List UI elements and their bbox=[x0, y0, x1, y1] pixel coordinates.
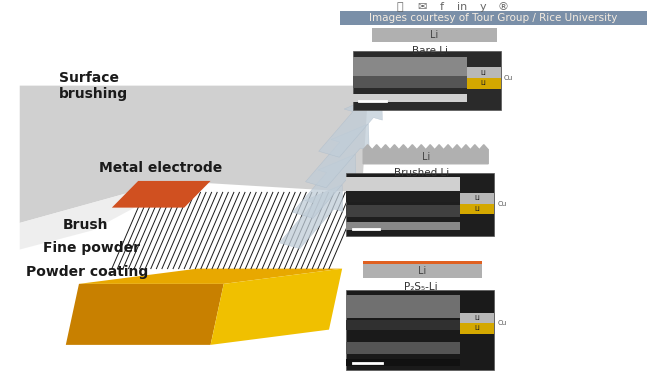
Text: Cu: Cu bbox=[497, 320, 507, 326]
Text: Li: Li bbox=[474, 206, 480, 211]
Text: Li: Li bbox=[422, 152, 430, 162]
Polygon shape bbox=[211, 268, 342, 345]
Bar bbox=[353, 57, 467, 78]
Bar bbox=[346, 320, 460, 330]
Bar bbox=[346, 359, 460, 366]
Text: Images courtesy of Tour Group / Rice University: Images courtesy of Tour Group / Rice Uni… bbox=[369, 13, 618, 23]
Text: Metal electrode: Metal electrode bbox=[99, 160, 222, 175]
Text: Powder coating: Powder coating bbox=[26, 265, 149, 280]
FancyBboxPatch shape bbox=[340, 11, 647, 25]
Bar bbox=[363, 261, 482, 264]
Text: f: f bbox=[440, 2, 444, 12]
Bar bbox=[346, 223, 460, 230]
Text: P₂S₅-Li: P₂S₅-Li bbox=[403, 282, 438, 292]
Polygon shape bbox=[66, 284, 224, 345]
Text: Li: Li bbox=[418, 266, 426, 276]
Text: Cu: Cu bbox=[497, 201, 507, 206]
Text: Li: Li bbox=[474, 326, 480, 331]
Bar bbox=[346, 290, 494, 370]
Polygon shape bbox=[79, 268, 342, 284]
Polygon shape bbox=[279, 185, 343, 249]
Polygon shape bbox=[363, 145, 488, 164]
Bar bbox=[346, 205, 460, 217]
Text: Brushed Li: Brushed Li bbox=[394, 168, 449, 178]
Bar bbox=[346, 295, 460, 318]
Text: in: in bbox=[457, 2, 468, 12]
Polygon shape bbox=[318, 93, 382, 157]
Text: ✉: ✉ bbox=[417, 2, 426, 12]
Bar bbox=[346, 342, 460, 354]
Polygon shape bbox=[305, 124, 369, 188]
Bar bbox=[353, 76, 467, 88]
Bar bbox=[460, 203, 494, 214]
Polygon shape bbox=[20, 86, 368, 223]
Bar bbox=[460, 313, 494, 323]
Bar bbox=[460, 193, 494, 203]
Text: Li: Li bbox=[474, 315, 480, 321]
Text: y: y bbox=[480, 2, 486, 12]
Bar bbox=[353, 95, 467, 101]
Text: Li: Li bbox=[474, 195, 480, 201]
Bar bbox=[346, 177, 460, 191]
Text: Li: Li bbox=[430, 30, 438, 40]
Bar bbox=[467, 78, 501, 88]
Text: Li: Li bbox=[481, 70, 487, 75]
Text: Brush: Brush bbox=[63, 218, 108, 232]
Text: Surface
brushing: Surface brushing bbox=[59, 70, 128, 101]
Bar bbox=[346, 173, 494, 236]
Text: Li: Li bbox=[481, 80, 487, 86]
Bar bbox=[363, 264, 482, 278]
Polygon shape bbox=[20, 181, 184, 250]
Bar bbox=[467, 67, 501, 78]
Text: ⎙: ⎙ bbox=[397, 2, 403, 12]
Polygon shape bbox=[112, 181, 211, 208]
Text: Bare Li: Bare Li bbox=[412, 46, 447, 56]
Text: Cu: Cu bbox=[504, 75, 513, 81]
Polygon shape bbox=[292, 154, 356, 218]
Bar bbox=[460, 323, 494, 334]
Bar bbox=[353, 51, 501, 110]
Bar bbox=[372, 28, 497, 42]
Bar bbox=[346, 191, 460, 201]
Text: Fine powder: Fine powder bbox=[43, 241, 139, 255]
Text: ®: ® bbox=[498, 2, 509, 12]
